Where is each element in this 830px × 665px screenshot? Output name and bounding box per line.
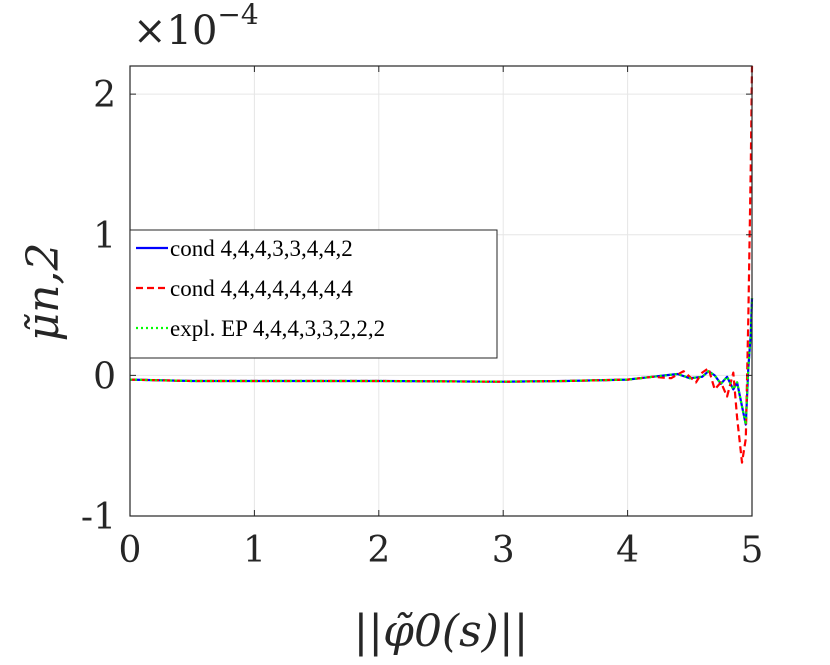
x-tick-label: 5 <box>741 530 764 571</box>
y-axis-label: μ̃n,2 <box>18 243 69 342</box>
y-tick-label: 1 <box>93 216 116 257</box>
y-tick-label: 0 <box>93 356 116 397</box>
legend-label: cond 4,4,4,3,3,4,4,2 <box>170 236 353 261</box>
series-line <box>129 297 754 426</box>
x-tick-label: 1 <box>243 530 266 571</box>
x-tick-label: 4 <box>616 530 639 571</box>
series-lines <box>129 65 754 464</box>
legend-label: expl. EP 4,4,4,3,3,2,2,2 <box>170 316 385 341</box>
x-tick-label: 2 <box>367 530 390 571</box>
y-tick-label: 2 <box>93 75 116 116</box>
x-tick-label: 3 <box>492 530 515 571</box>
y-exponent: ×10−4 <box>133 0 259 54</box>
y-tick-label: -1 <box>81 497 116 538</box>
y-exponent-power: −4 <box>217 0 258 31</box>
legend-box <box>129 229 498 359</box>
x-axis-label: ||φ̃0(s)|| <box>353 606 528 657</box>
y-exponent-base: ×10 <box>133 8 217 54</box>
legend: cond 4,4,4,3,3,4,4,2 cond 4,4,4,4,4,4,4,4… <box>129 229 498 359</box>
legend-label: cond 4,4,4,4,4,4,4,4 <box>170 276 353 301</box>
x-tick-label: 0 <box>119 530 142 571</box>
